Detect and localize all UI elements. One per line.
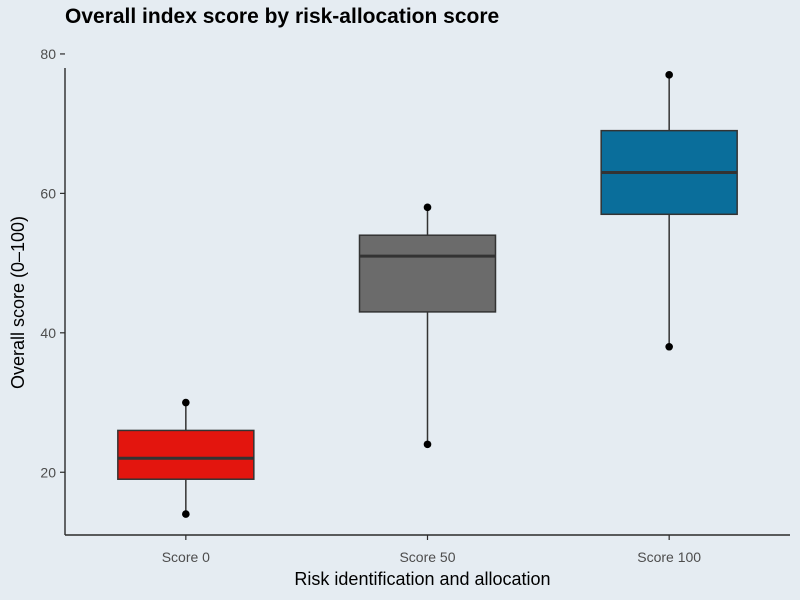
data-point xyxy=(182,398,190,407)
y-axis-title: Overall score (0–100) xyxy=(8,216,28,389)
y-tick-label: 80 xyxy=(40,46,56,62)
y-tick-label: 20 xyxy=(40,464,56,480)
x-tick-label: Score 100 xyxy=(637,549,701,565)
data-point xyxy=(182,510,190,518)
box-group: Score 100 xyxy=(600,71,738,565)
box-group: Score 0 xyxy=(117,398,255,565)
y-tick-label: 60 xyxy=(40,185,56,201)
x-tick-label: Score 0 xyxy=(162,549,210,565)
data-point xyxy=(423,440,432,449)
chart-title: Overall index score by risk-allocation s… xyxy=(65,5,500,28)
data-point xyxy=(665,71,673,79)
data-point xyxy=(665,342,673,351)
data-point xyxy=(423,203,432,212)
iqr-box xyxy=(358,234,497,313)
iqr-box xyxy=(117,429,255,480)
box-group: Score 50 xyxy=(358,203,497,565)
y-tick-label: 40 xyxy=(40,325,56,341)
x-tick-label: Score 50 xyxy=(399,549,455,565)
x-axis-title: Risk identification and allocation xyxy=(294,569,550,589)
